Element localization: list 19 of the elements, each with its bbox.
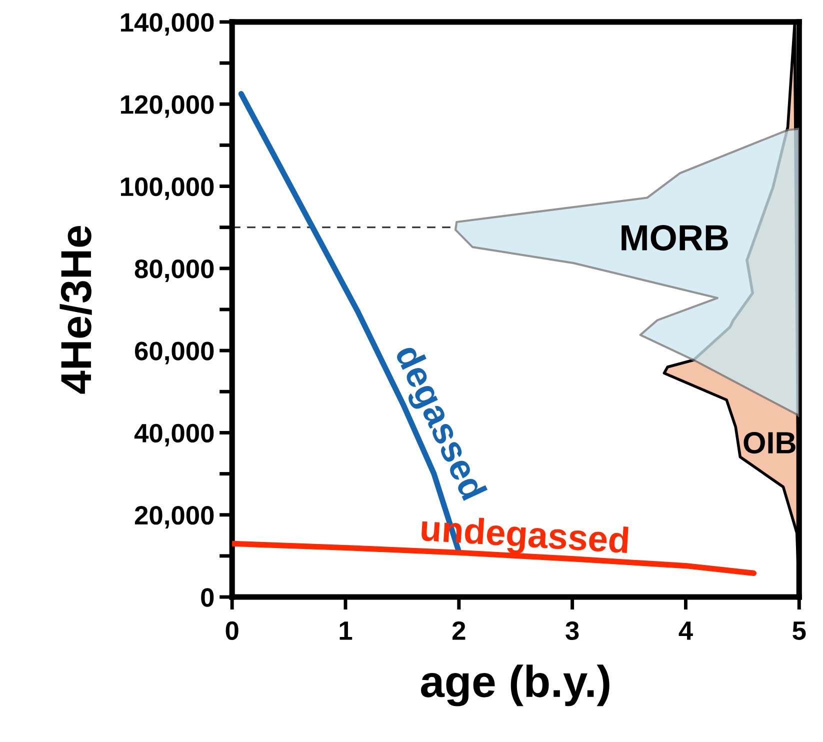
- y-tick-label: 140,000: [121, 13, 214, 36]
- y-axis-title: 4He/3He: [60, 226, 92, 394]
- y-tick-label: 60,000: [134, 342, 214, 364]
- y-tick-label: 120,000: [121, 95, 214, 118]
- x-tick-label: 4: [678, 622, 693, 640]
- y-tick-label: 100,000: [121, 177, 214, 200]
- x-tick-label: 1: [340, 622, 352, 640]
- x-tick-label: 5: [792, 622, 806, 640]
- x-tick-label: 3: [566, 621, 579, 640]
- y-tick-label: 20,000: [134, 506, 214, 529]
- x-tick-label: 2: [452, 621, 466, 640]
- x-axis-title: age (b.y.): [421, 664, 610, 706]
- y-tick-label: 40,000: [134, 424, 214, 446]
- y-tick-label: 0: [201, 588, 214, 607]
- x-tick-label: 0: [226, 621, 238, 640]
- series-label: OIB: [744, 432, 796, 454]
- series-label: MORB: [622, 225, 728, 251]
- series-label: undegassed: [420, 514, 629, 561]
- y-tick-label: 80,000: [134, 260, 214, 282]
